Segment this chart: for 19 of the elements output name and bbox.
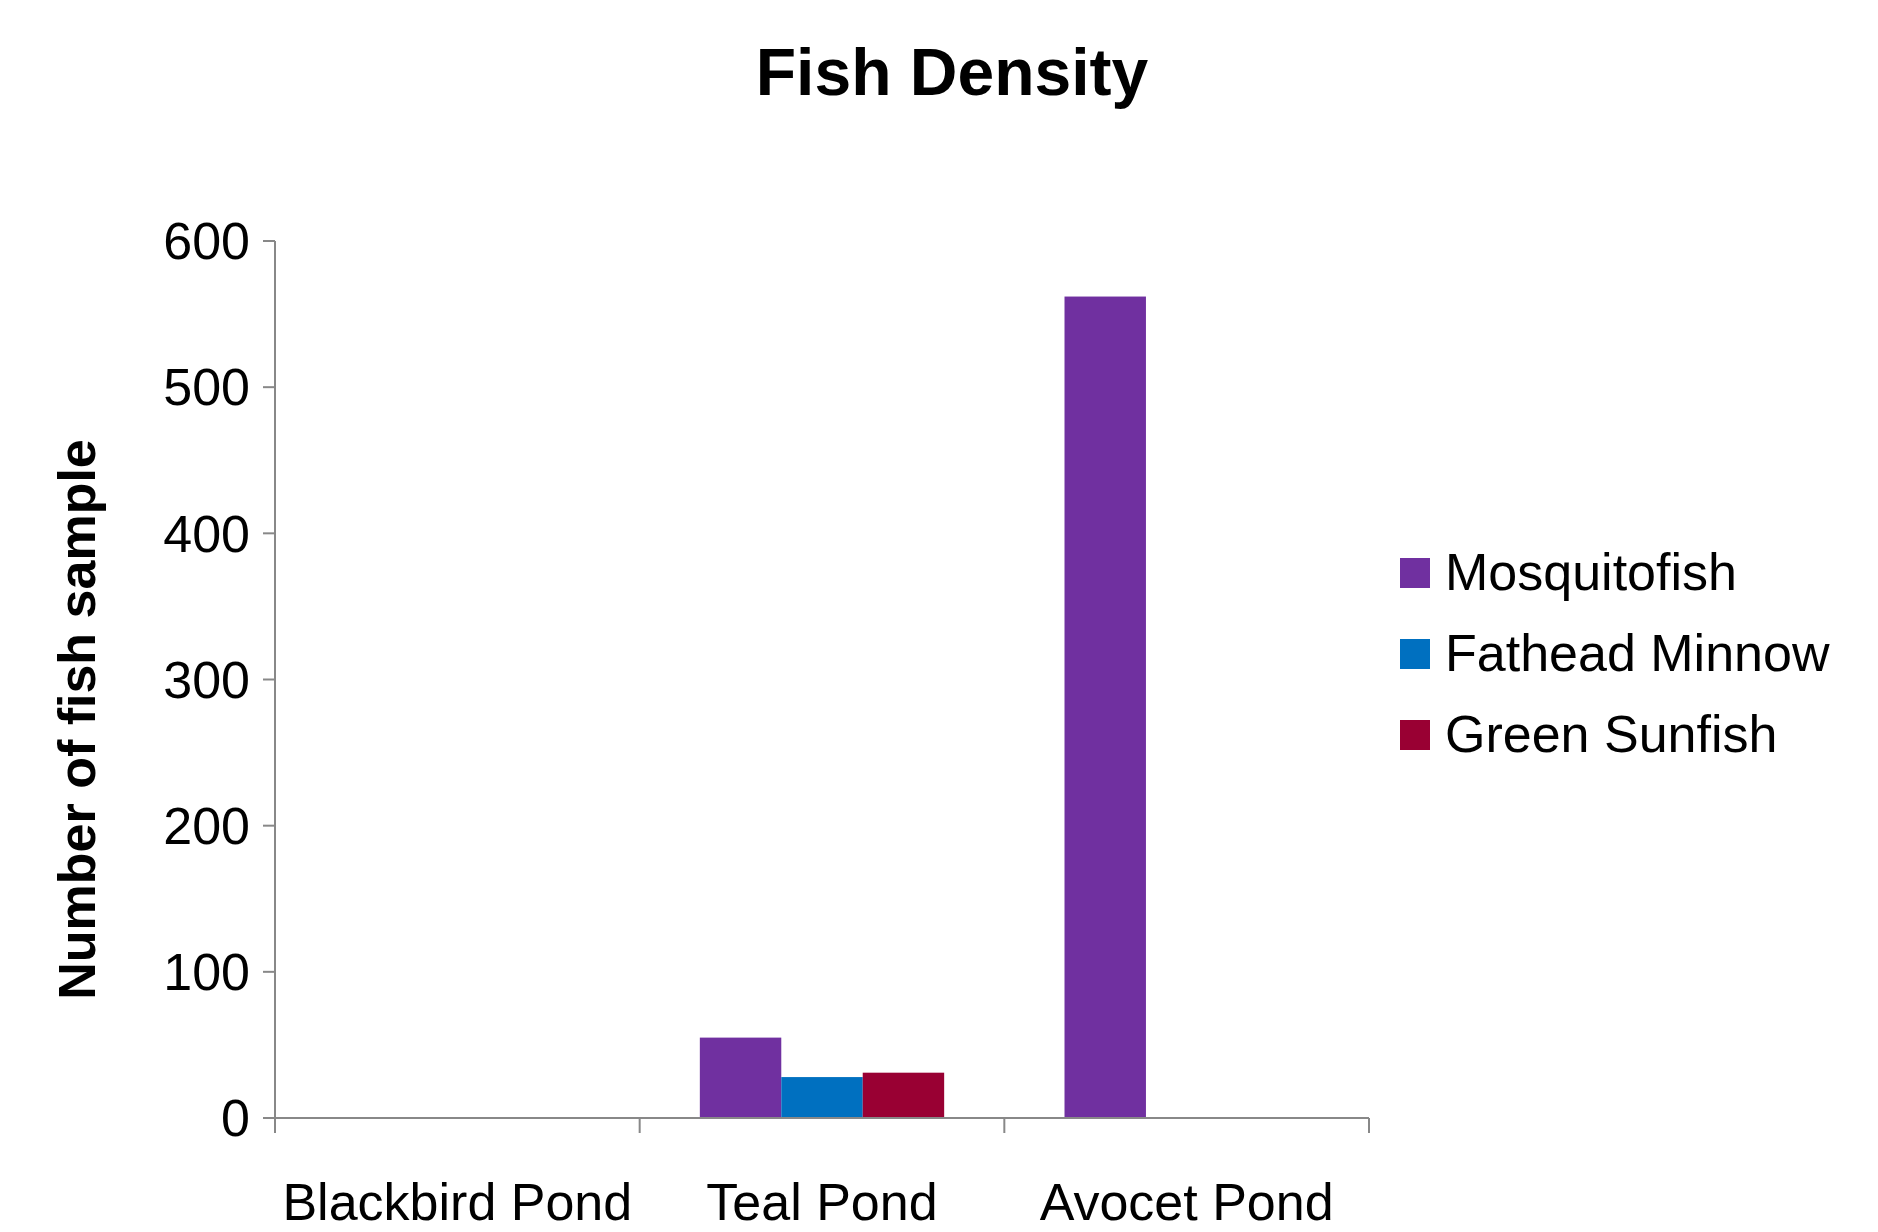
x-tick-label: Avocet Pond <box>1039 1173 1334 1231</box>
y-tick-label: 500 <box>163 358 250 417</box>
legend-label: Fathead Minnow <box>1445 624 1830 682</box>
bar <box>781 1077 863 1118</box>
legend-label: Green Sunfish <box>1445 705 1778 763</box>
chart-title: Fish Density <box>755 35 1149 109</box>
y-tick-label: 0 <box>221 1089 250 1148</box>
y-tick-label: 200 <box>163 796 250 855</box>
y-tick-label: 100 <box>163 943 250 1002</box>
x-tick-label: Blackbird Pond <box>282 1173 633 1231</box>
legend-label: Mosquitofish <box>1445 543 1737 601</box>
y-axis-title: Number of fish sample <box>48 439 106 1000</box>
x-tick-label: Teal Pond <box>706 1173 938 1231</box>
y-tick-label: 400 <box>163 504 250 563</box>
bar <box>699 1037 782 1118</box>
bar <box>862 1072 945 1118</box>
y-tick-label: 600 <box>163 212 250 271</box>
y-tick-label: 300 <box>163 650 250 709</box>
bar <box>1064 296 1146 1118</box>
